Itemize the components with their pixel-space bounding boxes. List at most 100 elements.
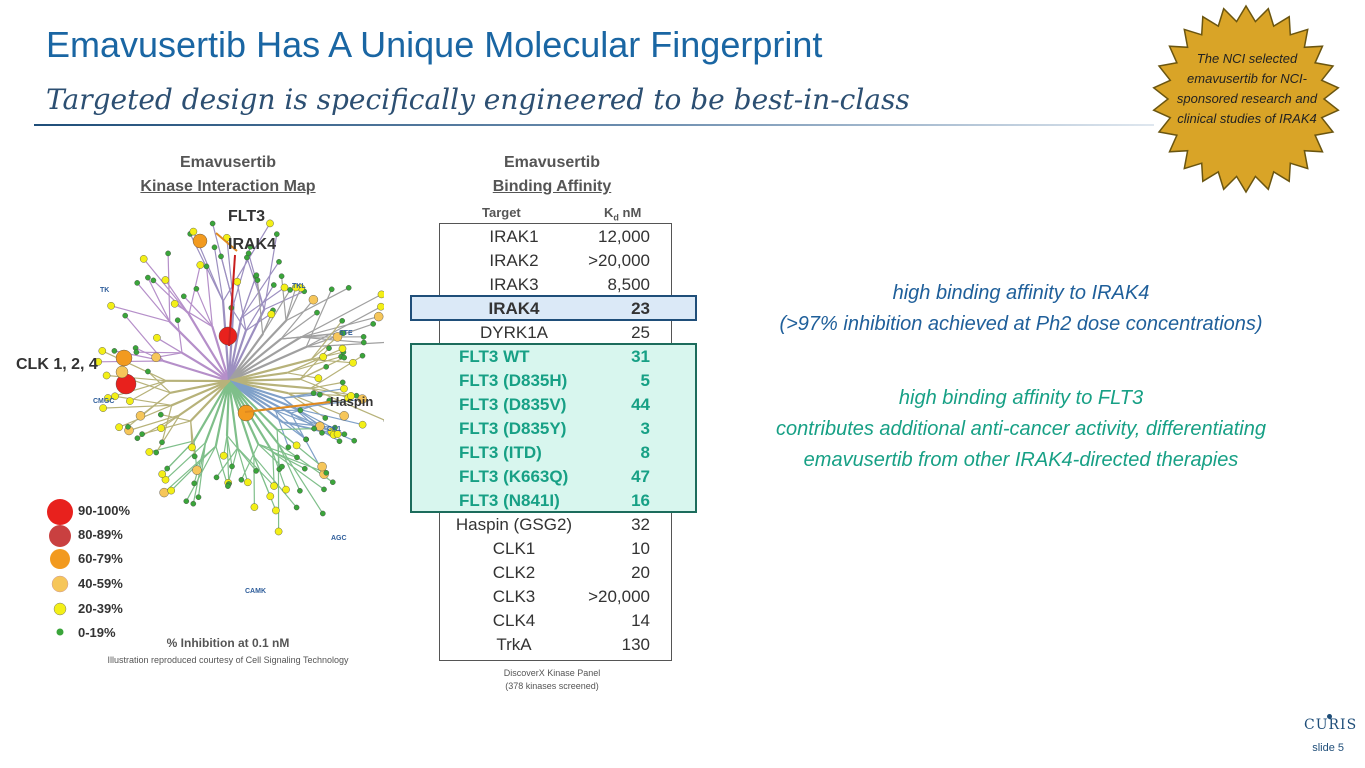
flt3-note-line1: high binding affinity to FLT3 [898, 387, 1144, 409]
target-cell: FLT3 (ITD) [459, 443, 542, 462]
group-label-ck1: CK1 [327, 426, 341, 433]
slide-subtitle: Targeted design is specifically engineer… [46, 83, 910, 116]
group-label-tk: TK [100, 287, 109, 294]
flt3-callout-label: FLT3 [228, 208, 266, 225]
flt3-note-line2: contributes additional anti-cancer activ… [776, 418, 1266, 440]
target-cell: CLK2 [492, 563, 536, 582]
kd-value-cell: 12,000 [598, 227, 650, 246]
legend-circle-60-79 [50, 549, 70, 569]
table-row: CLK2 20 [439, 561, 672, 585]
kd-value-cell: 16 [631, 491, 650, 510]
target-cell: IRAK3 [489, 275, 539, 294]
kd-value-cell: 8 [640, 443, 650, 462]
kd-value-cell: 10 [631, 539, 650, 558]
legend-circle-90-100 [47, 499, 73, 525]
kd-value-cell: 32 [631, 515, 650, 534]
binding-table-heading: Emavusertib [503, 154, 601, 171]
target-cell: FLT3 (K663Q) [459, 467, 569, 486]
table-row: FLT3 (D835V) 44 [439, 393, 672, 417]
haspin-callout-label: Haspin [330, 394, 374, 409]
table-row: FLT3 (ITD) 8 [439, 441, 672, 465]
flt3-note-line3: emavusertib from other IRAK4-directed th… [803, 449, 1239, 471]
kinase-panel-note: DiscoverX Kinase Panel (378 kinases scre… [452, 667, 652, 693]
kd-value-cell: 8,500 [607, 275, 650, 294]
legend-circle-80-89 [49, 525, 71, 547]
company-logo: CURIS [1304, 717, 1358, 733]
target-cell: FLT3 (D835Y) [459, 419, 567, 438]
legend-circle-20-39 [53, 602, 67, 616]
column-header-kd: Kd nM [604, 205, 641, 223]
badge-text: The NCI selected emavusertib for NCI-spo… [1176, 51, 1318, 126]
kd-value-cell: 5 [640, 371, 650, 390]
legend-label-20-39: 20-39% [78, 601, 123, 616]
kd-value-cell: 3 [640, 419, 650, 438]
target-cell: CLK4 [492, 611, 536, 630]
table-row: Haspin (GSG2) 32 [439, 513, 672, 537]
kd-value-cell: 14 [631, 611, 650, 630]
starburst-badge [1152, 4, 1340, 194]
table-row: FLT3 WT 31 [439, 345, 672, 369]
group-label-cmgc: CMGC [93, 398, 114, 405]
target-cell: IRAK4 [488, 299, 540, 318]
group-label-camk: CAMK [245, 588, 266, 595]
kd-subscript: d [613, 212, 619, 223]
slide-title: Emavusertib Has A Unique Molecular Finge… [46, 24, 823, 65]
table-row: FLT3 (N841I) 16 [439, 489, 672, 513]
irak4-note-line1: high binding affinity to IRAK4 [892, 282, 1150, 304]
irak4-affinity-note: high binding affinity to IRAK4 (>97% inh… [720, 278, 1322, 340]
inhibition-caption: % Inhibition at 0.1 nM [166, 636, 290, 650]
legend-label-40-59: 40-59% [78, 576, 123, 591]
kinase-map-subheading: Kinase Interaction Map [140, 178, 316, 195]
kinase-panel-note-line1: DiscoverX Kinase Panel [503, 668, 601, 678]
clk-callout-label: CLK 1, 2, 4 [16, 356, 98, 373]
column-header-target: Target [482, 205, 521, 220]
kd-value-cell: >20,000 [588, 251, 650, 270]
target-cell: FLT3 (D835V) [459, 395, 567, 414]
kinome-tree-illustration: TK TKL STE CMGC CK1 AGC CAMK [47, 219, 384, 636]
irak4-callout-line [228, 254, 236, 347]
target-cell: CLK3 [492, 587, 536, 606]
target-cell: TrkA [496, 635, 532, 654]
group-label-agc: AGC [331, 535, 347, 542]
target-cell: DYRK1A [479, 323, 549, 342]
table-row: IRAK4 23 [439, 297, 672, 321]
kd-value-cell: 47 [631, 467, 650, 486]
title-divider [34, 124, 1154, 126]
table-row: CLK3 >20,000 [439, 585, 672, 609]
irak4-callout-label: IRAK4 [228, 236, 277, 253]
group-label-tkl: TKL [292, 283, 306, 290]
kd-value-cell: 130 [621, 635, 650, 654]
logo-mark [1327, 714, 1332, 719]
irak4-note-line2: (>97% inhibition achieved at Ph2 dose co… [779, 313, 1263, 335]
legend-circle-40-59 [51, 575, 69, 593]
table-row: FLT3 (D835H) 5 [439, 369, 672, 393]
flt3-highlight-box [410, 343, 697, 513]
table-row: FLT3 (D835Y) 3 [439, 417, 672, 441]
flt3-callout-line [215, 232, 238, 252]
kd-letter: K [604, 205, 614, 220]
group-label-ste: STE [339, 330, 353, 337]
kinase-panel-note-line2: (378 kinases screened) [505, 681, 599, 691]
kd-value-cell: 31 [631, 347, 650, 366]
tree-inhibition-dots [94, 219, 384, 536]
legend-label-90-100: 90-100% [78, 503, 131, 518]
kd-value-cell: 20 [631, 563, 650, 582]
table-row: FLT3 (K663Q) 47 [439, 465, 672, 489]
kd-unit: nM [618, 205, 642, 220]
kd-value-cell: 23 [631, 299, 650, 318]
legend-label-60-79: 60-79% [78, 551, 123, 566]
target-cell: IRAK1 [489, 227, 539, 246]
slide-number: slide 5 [1312, 742, 1344, 754]
table-row: TrkA 130 [439, 633, 672, 657]
table-row: DYRK1A 25 [439, 321, 672, 345]
starburst-shape [1152, 4, 1340, 194]
irak4-highlight-box [410, 295, 697, 321]
flt3-affinity-note: high binding affinity to FLT3 contribute… [720, 383, 1322, 476]
table-row: IRAK1 12,000 [439, 225, 672, 249]
tree-branches [97, 222, 384, 533]
legend-label-80-89: 80-89% [78, 527, 123, 542]
haspin-callout-line [244, 401, 331, 413]
target-cell: FLT3 (D835H) [459, 371, 568, 390]
target-cell: FLT3 (N841I) [459, 491, 560, 510]
kd-value-cell: 44 [631, 395, 650, 414]
